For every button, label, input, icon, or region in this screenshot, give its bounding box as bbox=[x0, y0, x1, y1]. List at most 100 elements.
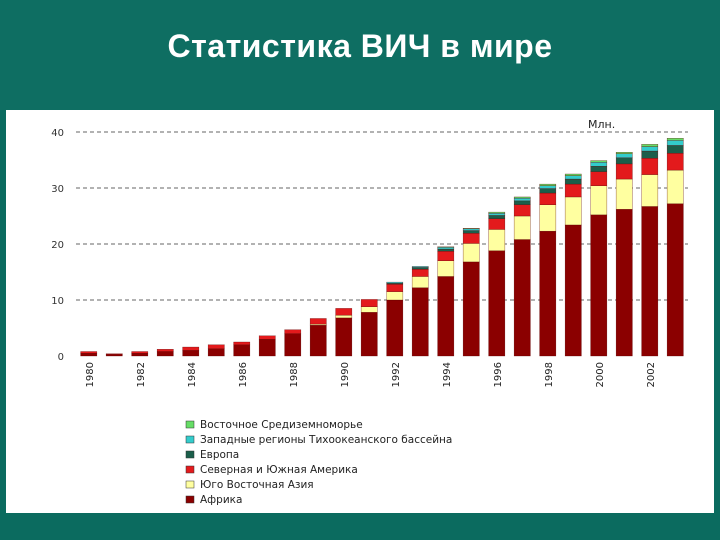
bar-segment bbox=[513, 239, 531, 357]
bar-segment bbox=[666, 140, 684, 146]
bar-stack bbox=[386, 281, 404, 357]
bar-stack bbox=[182, 346, 200, 357]
bar-segment bbox=[513, 215, 531, 240]
bar-stack bbox=[539, 183, 557, 357]
bar-segment bbox=[666, 203, 684, 357]
bar-segment bbox=[411, 269, 429, 277]
legend-label: Восточное Средиземноморье bbox=[200, 419, 363, 431]
bar-segment bbox=[437, 276, 455, 357]
bar-segment bbox=[641, 150, 659, 159]
x-tick-label: 1986 bbox=[238, 362, 249, 387]
bar-stack bbox=[335, 308, 353, 357]
bar-segment bbox=[641, 144, 659, 147]
bar-segment bbox=[513, 204, 531, 217]
bar-segment bbox=[539, 204, 557, 232]
bar-segment bbox=[488, 215, 506, 219]
slide-footer bbox=[0, 513, 720, 540]
bar-segment bbox=[539, 230, 557, 357]
bar-segment bbox=[615, 152, 633, 154]
legend-label: Северная и Южная Америка bbox=[200, 464, 358, 476]
bar-segment bbox=[258, 335, 276, 340]
bar-stack bbox=[258, 335, 276, 357]
bar-segment bbox=[539, 183, 557, 186]
bar-segment bbox=[105, 353, 123, 355]
y-tick-label: 20 bbox=[51, 240, 64, 251]
x-tick-label: 1992 bbox=[391, 362, 402, 387]
bar-segment bbox=[462, 228, 480, 231]
bar-segment bbox=[335, 308, 353, 316]
axis-layer: 0 10 20 30 40 1980 1982 1984 1986 1988 1990 1992 199… bbox=[51, 128, 656, 387]
bar-segment bbox=[156, 349, 174, 352]
bar-segment bbox=[564, 175, 582, 180]
bar-segment bbox=[105, 354, 123, 357]
bar-segment bbox=[488, 213, 506, 216]
bar-segment bbox=[615, 157, 633, 165]
bar-segment bbox=[462, 243, 480, 263]
bar-segment bbox=[641, 174, 659, 207]
bar-segment bbox=[564, 196, 582, 226]
bar-stack bbox=[411, 266, 429, 357]
bar-segment bbox=[207, 344, 225, 349]
bar-segment bbox=[411, 287, 429, 357]
bar-segment bbox=[437, 247, 455, 250]
bar-stack bbox=[590, 160, 608, 357]
bar-segment bbox=[513, 200, 531, 205]
bar-segment bbox=[309, 325, 327, 357]
bar-segment bbox=[615, 153, 633, 158]
bar-stack bbox=[233, 341, 251, 357]
bar-segment bbox=[615, 178, 633, 210]
bar-segment bbox=[207, 348, 225, 357]
x-tick-label: 1998 bbox=[544, 362, 555, 387]
bar-segment bbox=[462, 230, 480, 234]
bar-segment bbox=[666, 153, 684, 171]
x-tick-label: 1982 bbox=[136, 362, 147, 387]
bar-stack bbox=[207, 344, 225, 357]
bar-stack bbox=[564, 173, 582, 357]
bar-segment bbox=[182, 346, 200, 351]
bar-stack bbox=[131, 351, 149, 357]
x-tick-label: 2002 bbox=[646, 362, 657, 387]
bar-segment bbox=[590, 162, 608, 167]
slide-title: Статистика ВИЧ в мире bbox=[167, 28, 553, 64]
bar-segment bbox=[411, 276, 429, 288]
y-tick-label: 40 bbox=[51, 128, 64, 139]
bar-segment bbox=[80, 351, 98, 354]
x-tick-label: 1980 bbox=[85, 362, 96, 387]
bar-stack bbox=[80, 351, 98, 357]
bar-stack bbox=[309, 318, 327, 357]
bar-segment bbox=[80, 353, 98, 357]
bar-segment bbox=[233, 341, 251, 345]
bar-stack bbox=[437, 246, 455, 357]
bar-segment bbox=[666, 145, 684, 154]
x-tick-label: 1990 bbox=[340, 362, 351, 387]
bar-segment bbox=[666, 138, 684, 141]
bar-segment bbox=[615, 209, 633, 357]
bar-stack bbox=[462, 228, 480, 357]
legend-swatch bbox=[185, 420, 195, 429]
bar-segment bbox=[488, 211, 506, 214]
legend-swatch bbox=[185, 480, 195, 489]
bar-segment bbox=[539, 188, 557, 194]
bar-segment bbox=[258, 339, 276, 357]
bar-segment bbox=[335, 317, 353, 357]
bar-segment bbox=[666, 169, 684, 204]
bar-segment bbox=[360, 299, 378, 307]
bar-stack bbox=[156, 349, 174, 357]
bar-segment bbox=[590, 214, 608, 357]
legend: Восточное Средиземноморье Западные регион… bbox=[185, 419, 452, 506]
bar-segment bbox=[590, 185, 608, 216]
bar-segment bbox=[131, 353, 149, 357]
bar-segment bbox=[131, 351, 149, 354]
bar-segment bbox=[386, 283, 404, 285]
legend-label: Африка bbox=[200, 494, 242, 506]
legend-swatch bbox=[185, 435, 195, 444]
unit-label: Млн. bbox=[588, 118, 615, 131]
bar-segment bbox=[590, 171, 608, 186]
bar-stack bbox=[641, 144, 659, 357]
bar-stack bbox=[105, 353, 123, 357]
bar-segment bbox=[233, 344, 251, 357]
grid-layer bbox=[76, 131, 688, 301]
bar-segment bbox=[641, 158, 659, 175]
x-tick-label: 1996 bbox=[493, 362, 504, 387]
legend-swatch bbox=[185, 495, 195, 504]
